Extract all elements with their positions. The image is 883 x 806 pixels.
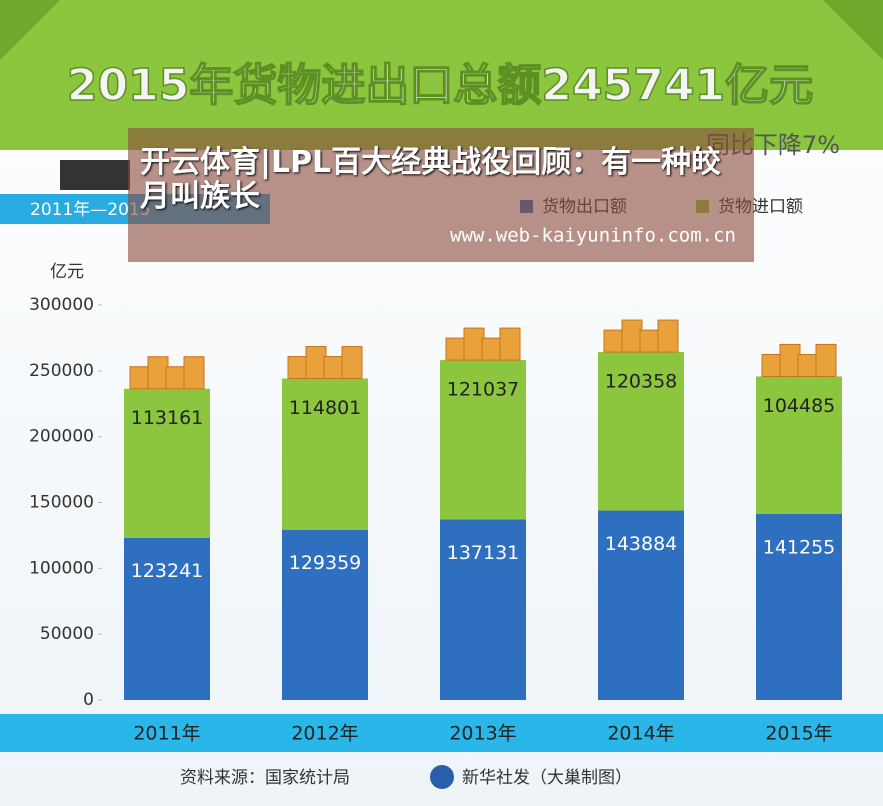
value-label: 137131 <box>447 542 520 564</box>
overlay-box <box>128 128 754 262</box>
x-tick-label: 2015年 <box>765 723 832 745</box>
value-label: 114801 <box>289 397 362 419</box>
source: 资料来源：国家统计局 <box>180 768 350 788</box>
bar-segment <box>756 376 842 515</box>
banner-corner <box>823 0 883 60</box>
coin-stack <box>621 319 643 353</box>
value-label: 120358 <box>605 371 678 393</box>
y-tick-label: 0 <box>83 690 94 710</box>
bar-segment <box>598 510 684 700</box>
coin-stack <box>183 356 205 390</box>
coin-stack <box>165 366 187 390</box>
coin-stack <box>761 353 783 377</box>
y-tick-label: 200000 <box>29 427 94 447</box>
y-axis-label: 亿元 <box>50 262 84 282</box>
y-tick-label: 150000 <box>29 493 94 513</box>
overlay-headline: 开云体育|LPL百大经典战役回顾：有一种皎月叫族长 <box>140 146 722 214</box>
category-band <box>0 714 883 752</box>
value-label: 123241 <box>131 560 204 582</box>
value-label: 141255 <box>763 537 836 559</box>
value-label: 121037 <box>447 379 520 401</box>
coin-stack <box>657 319 679 353</box>
y-tick-label: 250000 <box>29 361 94 381</box>
x-tick-label: 2012年 <box>291 723 358 745</box>
coin-stack <box>445 337 467 361</box>
banner-corner <box>0 0 60 60</box>
coin-stack <box>639 329 661 353</box>
bar-segment <box>282 529 368 700</box>
coin-stack <box>481 337 503 361</box>
coin-stack <box>341 346 363 380</box>
coin-stack <box>779 343 801 377</box>
x-tick-label: 2013年 <box>449 723 516 745</box>
y-tick-label: 300000 <box>29 295 94 315</box>
plot: 050000100000150000200000250000300000货物出口… <box>29 197 842 745</box>
banner <box>0 0 883 150</box>
value-label: 143884 <box>605 533 678 555</box>
value-label: 104485 <box>763 395 836 417</box>
bar-segment <box>598 352 684 511</box>
bar-segment <box>440 360 526 520</box>
bar-segment <box>282 378 368 530</box>
coin-stack <box>463 327 485 361</box>
credit: 新华社发（大巢制图） <box>462 768 632 788</box>
coin-stack <box>305 346 327 380</box>
x-tick-label: 2011年 <box>133 723 200 745</box>
value-label: 129359 <box>289 552 362 574</box>
coin-stack <box>815 343 837 377</box>
bar-segment <box>124 388 210 538</box>
bar-segment <box>440 519 526 700</box>
coin-stack <box>129 366 151 390</box>
y-tick-label: 50000 <box>40 624 94 644</box>
overlay-url: www.web-kaiyuninfo.com.cn <box>450 225 736 247</box>
logo <box>430 765 454 789</box>
value-label: 113161 <box>131 407 204 429</box>
x-tick-label: 2014年 <box>607 723 674 745</box>
bar-segment <box>756 514 842 700</box>
coin-stack <box>323 356 345 380</box>
coin-stack <box>287 356 309 380</box>
coin-stack <box>147 356 169 390</box>
coin-stack <box>797 353 819 377</box>
chart-title: 2015年货物进出口总额245741亿元 <box>67 60 813 111</box>
coin-stack <box>499 327 521 361</box>
bar-segment <box>124 537 210 700</box>
overlay-text-box: 开云体育|LPL百大经典战役回顾：有一种皎月叫族长 <box>140 146 722 214</box>
period-label: 2011年—2015 <box>30 200 151 220</box>
coin-stack <box>603 329 625 353</box>
y-tick-label: 100000 <box>29 558 94 578</box>
ship <box>60 160 130 190</box>
